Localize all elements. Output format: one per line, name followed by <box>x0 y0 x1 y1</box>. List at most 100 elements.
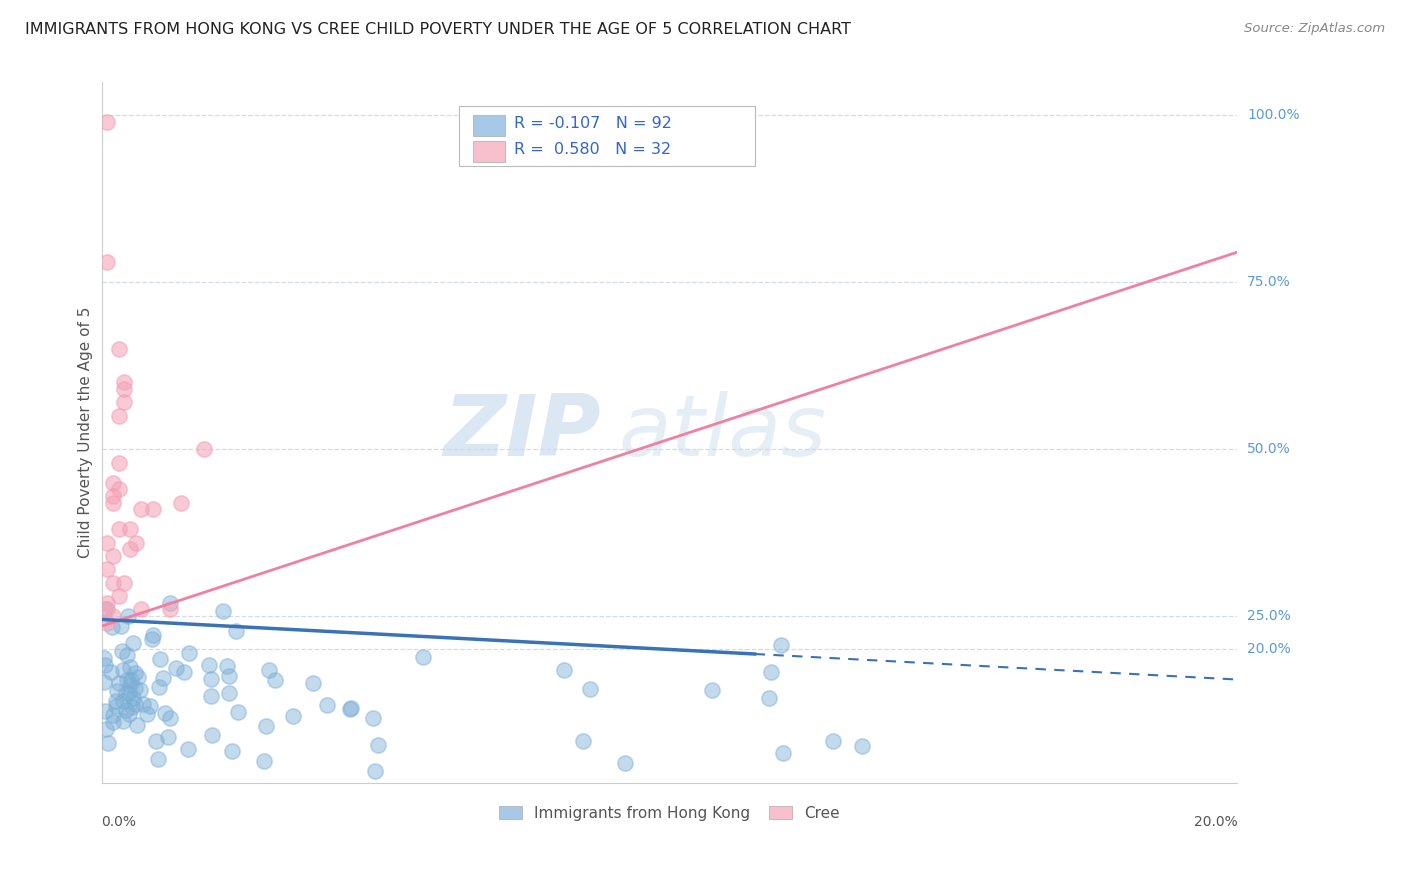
Point <box>124 665 146 680</box>
Point <box>115 673 138 687</box>
Point <box>159 602 181 616</box>
Point <box>553 663 575 677</box>
Point <box>851 739 873 754</box>
Point <box>96 255 118 269</box>
Point <box>117 609 139 624</box>
Point <box>173 665 195 679</box>
Point <box>101 495 124 509</box>
Point <box>118 707 141 722</box>
Point <box>97 736 120 750</box>
Point <box>364 764 387 778</box>
Point <box>115 702 138 716</box>
Point <box>93 650 115 665</box>
Point <box>412 649 434 664</box>
Point <box>118 522 141 536</box>
Point <box>111 694 134 708</box>
Point <box>127 670 149 684</box>
Point <box>120 678 142 692</box>
Point <box>772 746 794 760</box>
Point <box>96 615 118 630</box>
Point <box>177 742 200 756</box>
Point <box>114 686 136 700</box>
Point <box>165 660 187 674</box>
Point <box>107 676 129 690</box>
Point <box>124 697 146 711</box>
Point <box>221 744 243 758</box>
Point <box>101 475 124 490</box>
Point <box>124 535 146 549</box>
Point <box>101 609 124 624</box>
Point <box>281 708 304 723</box>
Point <box>94 723 117 737</box>
Point <box>101 575 124 590</box>
Bar <box>472 141 505 162</box>
Text: R = -0.107   N = 92: R = -0.107 N = 92 <box>513 116 672 130</box>
Point <box>225 624 247 639</box>
Point <box>129 683 152 698</box>
Text: 100.0%: 100.0% <box>1247 108 1299 122</box>
Point <box>112 395 135 409</box>
Point <box>120 673 142 687</box>
Point <box>96 115 118 129</box>
Point <box>93 657 115 672</box>
Point <box>96 602 118 616</box>
Text: R =  0.580   N = 32: R = 0.580 N = 32 <box>513 142 671 157</box>
Text: 0.0%: 0.0% <box>101 814 136 829</box>
Point <box>132 697 155 711</box>
Point <box>107 522 129 536</box>
Point <box>101 489 124 503</box>
Point <box>115 648 138 662</box>
Point <box>107 589 129 603</box>
Point <box>614 756 637 770</box>
Point <box>105 698 128 713</box>
Point <box>215 659 238 673</box>
Point <box>93 675 115 690</box>
Point <box>212 604 235 618</box>
Text: atlas: atlas <box>619 391 827 474</box>
Point <box>101 620 124 634</box>
Point <box>139 698 162 713</box>
Point <box>157 730 180 744</box>
Point <box>252 754 274 768</box>
Point <box>145 733 167 747</box>
Point <box>572 733 595 747</box>
Point <box>107 482 129 496</box>
Point <box>218 686 240 700</box>
Point <box>302 676 325 690</box>
Point <box>821 734 844 748</box>
Point <box>200 672 222 686</box>
Point <box>96 535 118 549</box>
Point <box>104 694 127 708</box>
Point <box>112 575 135 590</box>
Point <box>142 628 165 642</box>
Point <box>136 706 159 721</box>
Point <box>148 680 170 694</box>
Legend: Immigrants from Hong Kong, Cree: Immigrants from Hong Kong, Cree <box>499 806 839 821</box>
Text: 20.0%: 20.0% <box>1247 642 1291 657</box>
Point <box>124 681 146 695</box>
Y-axis label: Child Poverty Under the Age of 5: Child Poverty Under the Age of 5 <box>79 307 93 558</box>
Point <box>257 663 280 677</box>
Point <box>141 632 163 646</box>
Point <box>193 442 215 457</box>
Point <box>758 690 780 705</box>
Point <box>149 652 172 666</box>
Point <box>759 665 782 680</box>
Point <box>198 657 221 672</box>
Text: 50.0%: 50.0% <box>1247 442 1291 456</box>
Point <box>122 636 145 650</box>
Point <box>367 738 389 752</box>
Point <box>118 660 141 674</box>
Text: 20.0%: 20.0% <box>1194 814 1237 829</box>
Point <box>121 700 143 714</box>
Point <box>315 698 337 712</box>
Text: IMMIGRANTS FROM HONG KONG VS CREE CHILD POVERTY UNDER THE AGE OF 5 CORRELATION C: IMMIGRANTS FROM HONG KONG VS CREE CHILD … <box>25 22 851 37</box>
Point <box>153 706 176 720</box>
Point <box>131 602 153 616</box>
Text: Source: ZipAtlas.com: Source: ZipAtlas.com <box>1244 22 1385 36</box>
Point <box>105 683 128 698</box>
Point <box>340 701 363 715</box>
Point <box>159 596 181 610</box>
Point <box>107 409 129 423</box>
Point <box>152 672 174 686</box>
